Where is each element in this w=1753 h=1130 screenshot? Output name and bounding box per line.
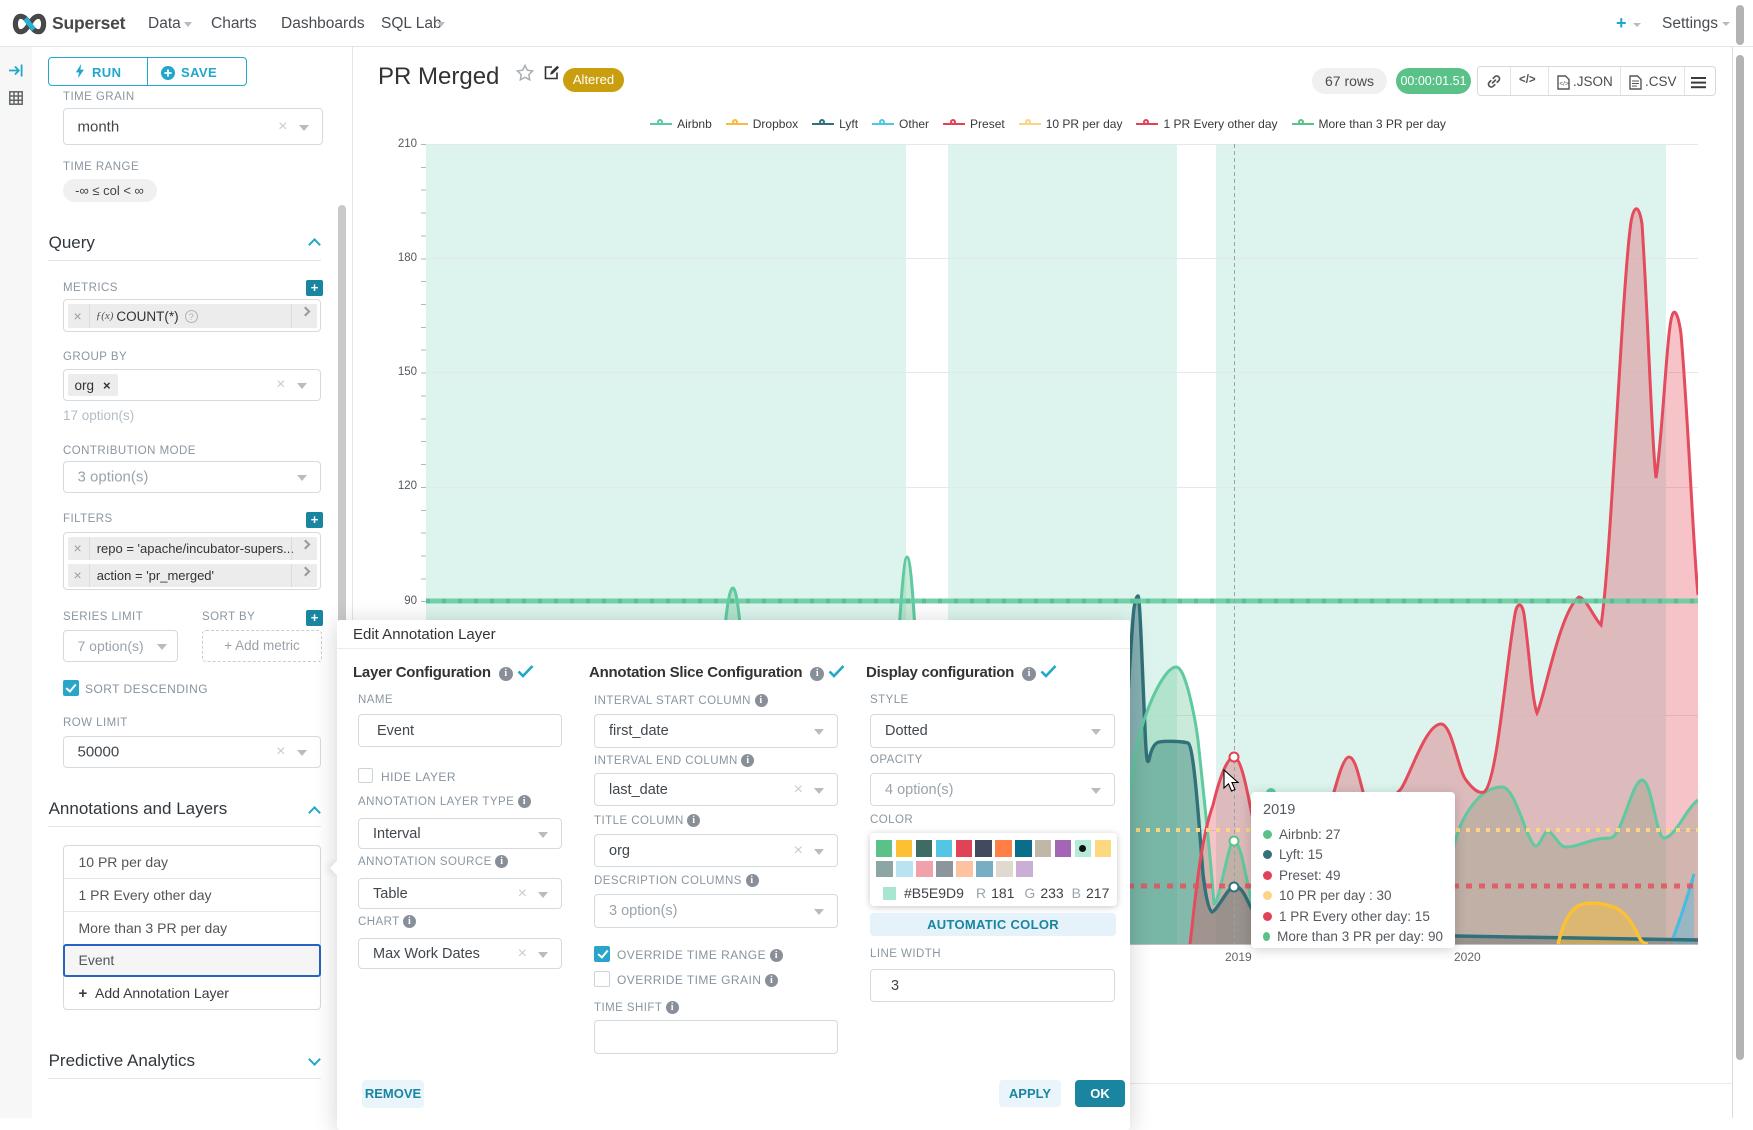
svg-text:</>: </> — [1559, 80, 1569, 87]
